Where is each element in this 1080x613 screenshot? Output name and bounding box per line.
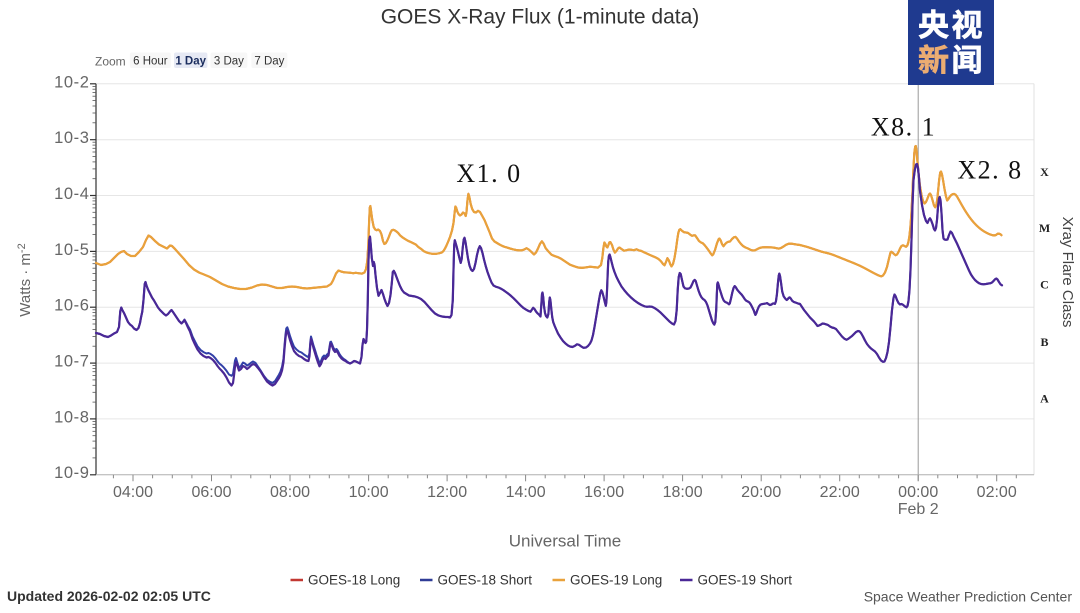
svg-text:10-4: 10-4 [54, 185, 89, 203]
svg-text:1 Day: 1 Day [175, 56, 206, 68]
svg-text:10-6: 10-6 [54, 297, 89, 315]
svg-text:X: X [1040, 165, 1049, 179]
svg-text:10-8: 10-8 [54, 408, 89, 426]
svg-text:Feb 2: Feb 2 [898, 501, 939, 518]
svg-text:B: B [1040, 335, 1048, 349]
svg-text:Watts · m-2: Watts · m-2 [16, 243, 34, 316]
svg-text:Space Weather Prediction Cente: Space Weather Prediction Center [864, 589, 1073, 605]
svg-text:GOES-18 Long: GOES-18 Long [308, 573, 400, 588]
svg-text:10:00: 10:00 [349, 484, 389, 501]
svg-text:6 Hour: 6 Hour [133, 56, 168, 68]
svg-text:14:00: 14:00 [506, 484, 546, 501]
svg-text:M: M [1039, 221, 1050, 235]
svg-text:7 Day: 7 Day [254, 56, 284, 68]
svg-text:18:00: 18:00 [663, 484, 703, 501]
svg-text:3 Day: 3 Day [214, 56, 244, 68]
svg-text:A: A [1040, 391, 1049, 405]
svg-text:10-2: 10-2 [54, 73, 89, 91]
svg-text:12:00: 12:00 [427, 484, 467, 501]
svg-text:GOES X-Ray Flux (1-minute data: GOES X-Ray Flux (1-minute data) [381, 6, 700, 29]
svg-text:GOES-19 Long: GOES-19 Long [570, 573, 662, 588]
svg-text:X1. 0: X1. 0 [456, 159, 521, 188]
svg-text:Universal Time: Universal Time [509, 532, 621, 551]
svg-text:10-5: 10-5 [54, 241, 89, 259]
svg-text:10-3: 10-3 [54, 129, 89, 147]
svg-text:Updated 2026-02-02 02:05 UTC: Updated 2026-02-02 02:05 UTC [7, 588, 211, 604]
svg-text:06:00: 06:00 [191, 484, 231, 501]
svg-text:02:00: 02:00 [977, 484, 1017, 501]
svg-text:C: C [1040, 278, 1049, 292]
svg-text:16:00: 16:00 [584, 484, 624, 501]
svg-text:10-9: 10-9 [54, 464, 89, 482]
svg-text:22:00: 22:00 [820, 484, 860, 501]
svg-text:Zoom: Zoom [95, 55, 126, 69]
svg-text:10-7: 10-7 [54, 353, 89, 371]
svg-text:Xray Flare Class: Xray Flare Class [1059, 217, 1076, 328]
svg-text:00:00: 00:00 [898, 484, 938, 501]
svg-text:X2. 8: X2. 8 [957, 156, 1022, 185]
svg-text:20:00: 20:00 [741, 484, 781, 501]
svg-text:GOES-19 Short: GOES-19 Short [698, 573, 793, 588]
svg-text:GOES-18 Short: GOES-18 Short [438, 573, 533, 588]
svg-text:08:00: 08:00 [270, 484, 310, 501]
svg-text:X8. 1: X8. 1 [871, 113, 936, 142]
svg-text:04:00: 04:00 [113, 484, 153, 501]
